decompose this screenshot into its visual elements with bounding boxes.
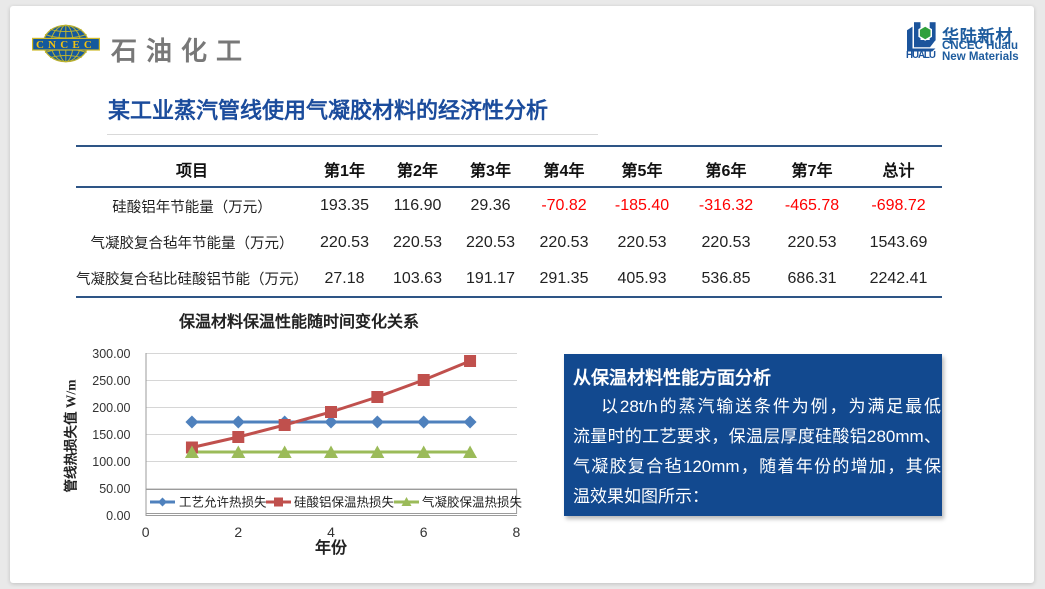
svg-text:300.00: 300.00 [92,347,130,361]
svg-text:年份: 年份 [315,538,348,557]
svg-text:0.00: 0.00 [106,509,130,523]
svg-text:8: 8 [513,524,521,540]
svg-text:250.00: 250.00 [92,374,130,388]
svg-text:150.00: 150.00 [92,428,130,442]
svg-text:200.00: 200.00 [92,401,130,415]
svg-text:工艺允许热损失: 工艺允许热损失 [179,495,267,510]
svg-text:气凝胶保温热损失: 气凝胶保温热损失 [422,495,523,510]
svg-text:2: 2 [234,524,242,540]
svg-text:硅酸铝保温热损失: 硅酸铝保温热损失 [294,495,395,510]
svg-text:4: 4 [327,524,335,540]
svg-text:0: 0 [142,524,150,540]
svg-text:100.00: 100.00 [92,455,130,469]
svg-text:管线热损失值 W/m: 管线热损失值 W/m [63,379,79,493]
svg-text:保温材料保温性能随时间变化关系: 保温材料保温性能随时间变化关系 [178,312,419,331]
svg-text:HUALU: HUALU [906,50,936,59]
svg-text:6: 6 [420,524,428,540]
svg-text:CNCEC: CNCEC [36,40,96,51]
svg-text:50.00: 50.00 [99,482,130,496]
